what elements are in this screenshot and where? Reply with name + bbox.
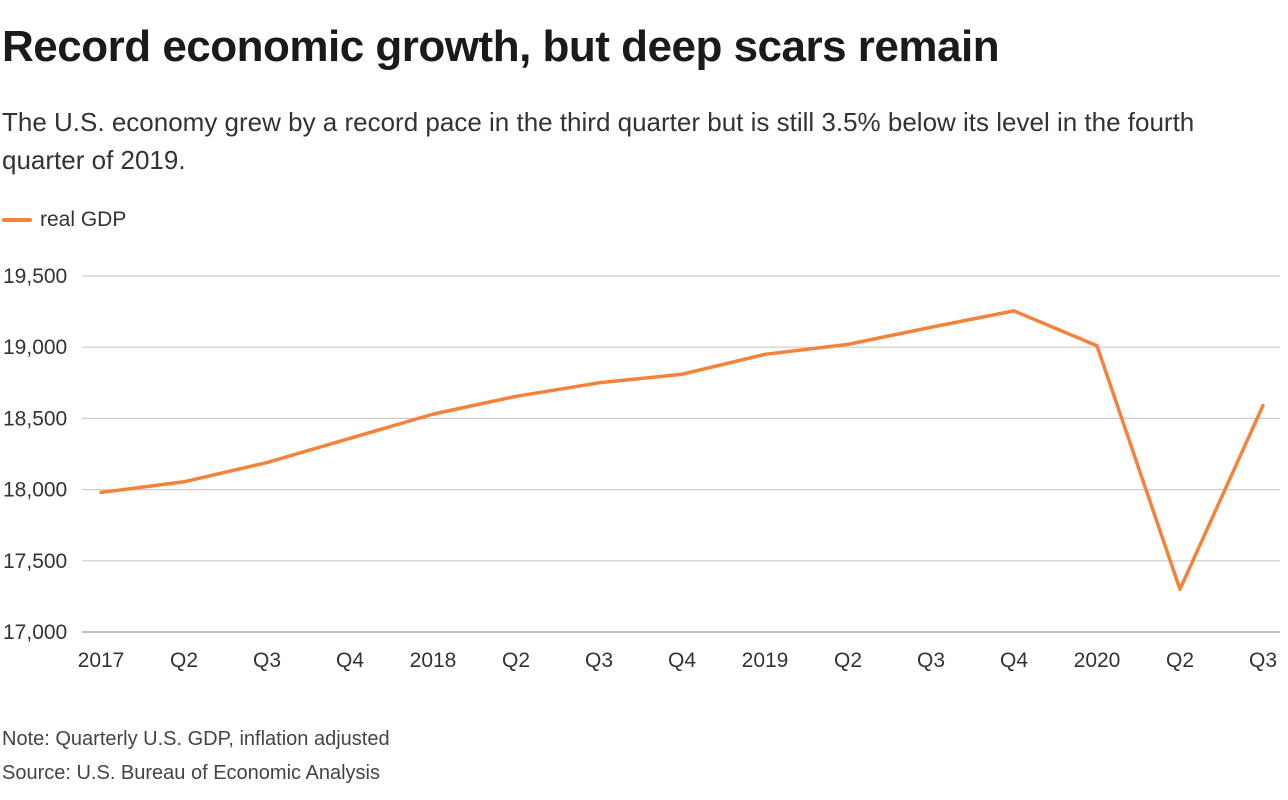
x-tick-label: 2019 (742, 649, 789, 672)
y-axis-ticks: 19,500 19,000 18,500 18,000 17,500 17,000 (3, 265, 67, 644)
x-tick-label: Q2 (834, 649, 862, 672)
data-point (431, 412, 435, 416)
x-tick-label: Q4 (1000, 649, 1028, 672)
data-point (1095, 344, 1099, 348)
data-point (1261, 404, 1265, 408)
data-point (348, 436, 352, 440)
x-tick-label: Q2 (502, 649, 530, 672)
legend: real GDP (2, 208, 126, 232)
series-layer (99, 309, 1265, 592)
x-tick-label: Q4 (336, 649, 364, 672)
x-tick-label: 2020 (1074, 649, 1121, 672)
data-point (182, 480, 186, 484)
data-point (763, 352, 767, 356)
y-tick-label: 17,500 (3, 550, 67, 573)
data-point (597, 381, 601, 385)
data-point (514, 394, 518, 398)
data-point (99, 490, 103, 494)
x-tick-label: Q3 (1249, 649, 1277, 672)
chart-title: Record economic growth, but deep scars r… (2, 22, 1000, 71)
legend-label: real GDP (40, 208, 127, 231)
y-tick-label: 19,500 (3, 265, 67, 288)
y-tick-label: 17,000 (3, 621, 67, 644)
chart-subtitle: The U.S. economy grew by a record pace i… (2, 107, 1195, 175)
x-tick-label: Q3 (917, 649, 945, 672)
x-tick-label: 2018 (410, 649, 457, 672)
x-tick-label: Q2 (1166, 649, 1194, 672)
chart-note: Note: Quarterly U.S. GDP, inflation adju… (2, 728, 390, 750)
chart-source: Source: U.S. Bureau of Economic Analysis (2, 762, 380, 784)
line-chart: 19,500 19,000 18,500 18,000 17,500 17,000 201… (3, 265, 1280, 672)
data-point (680, 372, 684, 376)
y-tick-label: 18,500 (3, 407, 67, 430)
data-point (1012, 309, 1016, 313)
data-point (929, 325, 933, 329)
x-tick-label: Q3 (253, 649, 281, 672)
x-tick-label: 2017 (78, 649, 125, 672)
x-tick-label: Q3 (585, 649, 613, 672)
gridlines (82, 275, 1280, 633)
series-line-real-gdp (99, 309, 1265, 592)
data-point (846, 342, 850, 346)
x-tick-label: Q4 (668, 649, 696, 672)
y-tick-label: 18,000 (3, 479, 67, 502)
x-axis-ticks: 2017 Q2 Q3 Q4 2018 Q2 Q3 Q4 2019 Q2 Q3 Q4 2020 Q2 Q3 (78, 649, 1277, 672)
y-tick-label: 19,000 (3, 336, 67, 359)
data-point (1178, 587, 1182, 591)
data-point (265, 461, 269, 465)
legend-swatch (2, 218, 32, 222)
x-tick-label: Q2 (170, 649, 198, 672)
